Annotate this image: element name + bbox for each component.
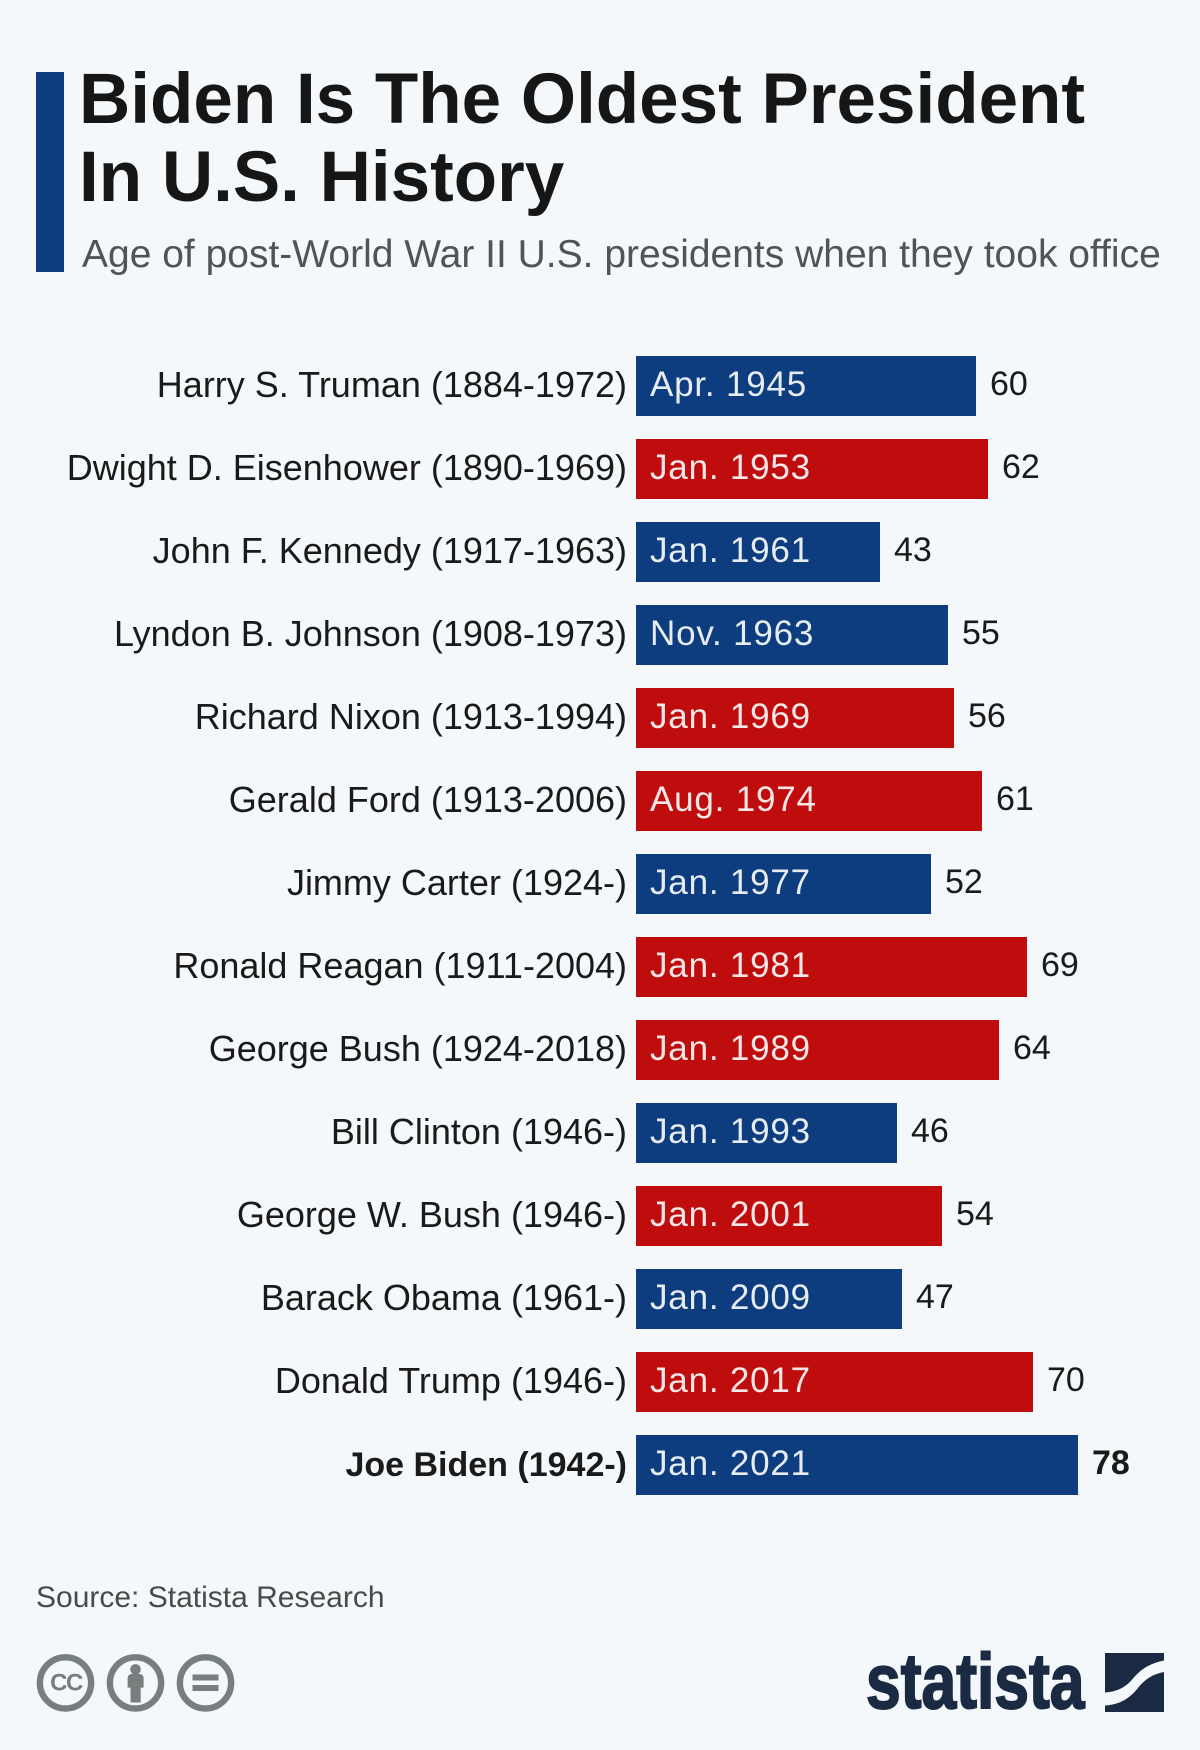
svg-text:CC: CC	[50, 1670, 83, 1697]
